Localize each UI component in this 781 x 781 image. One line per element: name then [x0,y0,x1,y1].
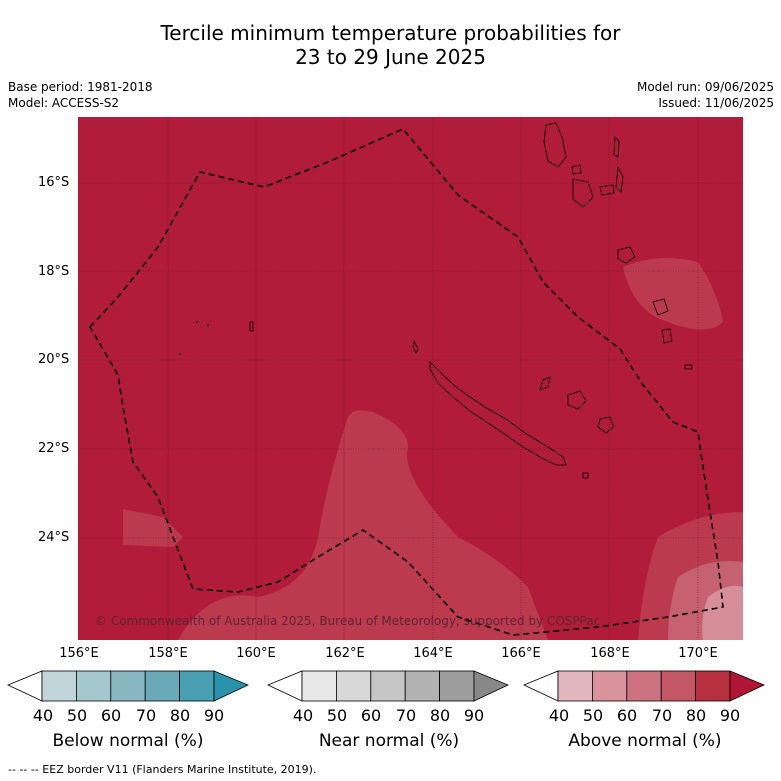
colorbar-high-extend [729,670,765,702]
colorbar-cell [592,670,628,702]
cb-tick: 50 [582,706,604,725]
island-small-1 [249,321,254,332]
colorbar-low-extend [523,670,559,702]
title-line-2: 23 to 29 June 2025 [295,45,486,69]
island-dot-1 [196,321,198,323]
cb-tick: 80 [169,706,191,725]
cb-tick: 40 [548,706,570,725]
cb-tick: 50 [66,706,88,725]
colorbar-label-near: Near normal (%) [318,731,460,751]
island-ambrym [599,184,615,196]
island-pentecost [615,165,624,193]
cb-tick: 60 [100,706,122,725]
colorbar-cell [110,670,146,702]
colorbar-cell [404,670,441,702]
colorbar-low-extend [267,670,303,702]
colorbar-label-above: Above normal (%) [568,731,722,751]
island-erromango [652,298,669,316]
probability-region-lower [178,410,548,640]
title-line-1: Tercile minimum temperature probabilitie… [160,21,621,45]
colorbar-label-below: Below normal (%) [52,731,204,751]
colorbar-cell [557,670,593,702]
island-isle-of-pines [582,472,589,479]
island-belep [412,339,419,354]
colorbar-cell [695,670,731,702]
probability-region-ne [623,258,723,330]
colorbar-1 [267,670,509,702]
island-aneityum [684,364,693,370]
model-name: Model: ACCESS-S2 [8,96,120,110]
eez-border [89,128,724,636]
colorbar-0 [7,670,249,702]
cb-tick: 80 [685,706,707,725]
colorbar-cell [76,670,112,702]
island-new-caledonia [429,361,567,466]
cb-tick: 40 [292,706,314,725]
colorbar-high-extend [213,670,249,702]
colorbar-cell [41,670,77,702]
cb-tick: 80 [429,706,451,725]
colorbar-2 [523,670,765,702]
colorbar-cell [301,670,337,702]
island-malekula [572,178,594,208]
cb-tick: 70 [651,706,673,725]
colorbar-cell [335,670,372,702]
island-maewo [613,136,620,158]
cb-tick: 90 [463,706,485,725]
cb-tick: 40 [32,706,54,725]
lat-tick: 18°S [38,264,70,279]
lon-tick: 166°E [501,646,541,661]
colorbar-low-extend [7,670,43,702]
island-lifou [567,390,587,410]
lon-tick: 160°E [236,646,276,661]
colorbar-high-extend [473,670,509,702]
lat-tick: 22°S [38,441,70,456]
cb-tick: 60 [616,706,638,725]
colorbar-cell [439,670,475,702]
island-espiritu-santo [543,122,567,168]
colorbar-cell [370,670,406,702]
colorbar-cell [144,670,180,702]
cb-tick: 70 [395,706,417,725]
colorbar-cell [179,670,215,702]
colorbar-cell [660,670,697,702]
lon-tick: 164°E [413,646,453,661]
copyright-notice: © Commonwealth of Australia 2025, Bureau… [95,614,601,628]
cb-tick: 90 [203,706,225,725]
graticule [78,117,743,640]
lon-tick: 156°E [59,646,99,661]
map-panel [78,117,743,640]
probability-region-se-core [702,585,743,640]
base-period: Base period: 1981-2018 [8,80,153,94]
eez-legend-footer: -- -- -- EEZ border V11 (Flanders Marine… [8,763,317,776]
island-ouvea [539,376,551,391]
island-malo [571,164,582,175]
issued-date: Issued: 11/06/2025 [658,96,774,110]
lon-tick: 158°E [148,646,188,661]
island-mare [597,416,615,434]
colorbars [7,670,765,702]
lat-tick: 24°S [38,530,70,545]
cb-tick: 60 [360,706,382,725]
island-efate [617,246,636,264]
cb-tick: 70 [135,706,157,725]
colorbar-cell [626,670,662,702]
lat-tick: 16°S [38,175,70,190]
model-run: Model run: 09/06/2025 [636,80,774,94]
island-tanna [661,328,673,344]
cb-tick: 50 [326,706,348,725]
lat-tick: 20°S [38,352,70,367]
lon-tick: 170°E [678,646,718,661]
island-dot-2 [207,324,209,326]
lon-tick: 168°E [590,646,630,661]
lon-tick: 162°E [325,646,365,661]
island-dot-3 [179,353,181,355]
cb-tick: 90 [719,706,741,725]
